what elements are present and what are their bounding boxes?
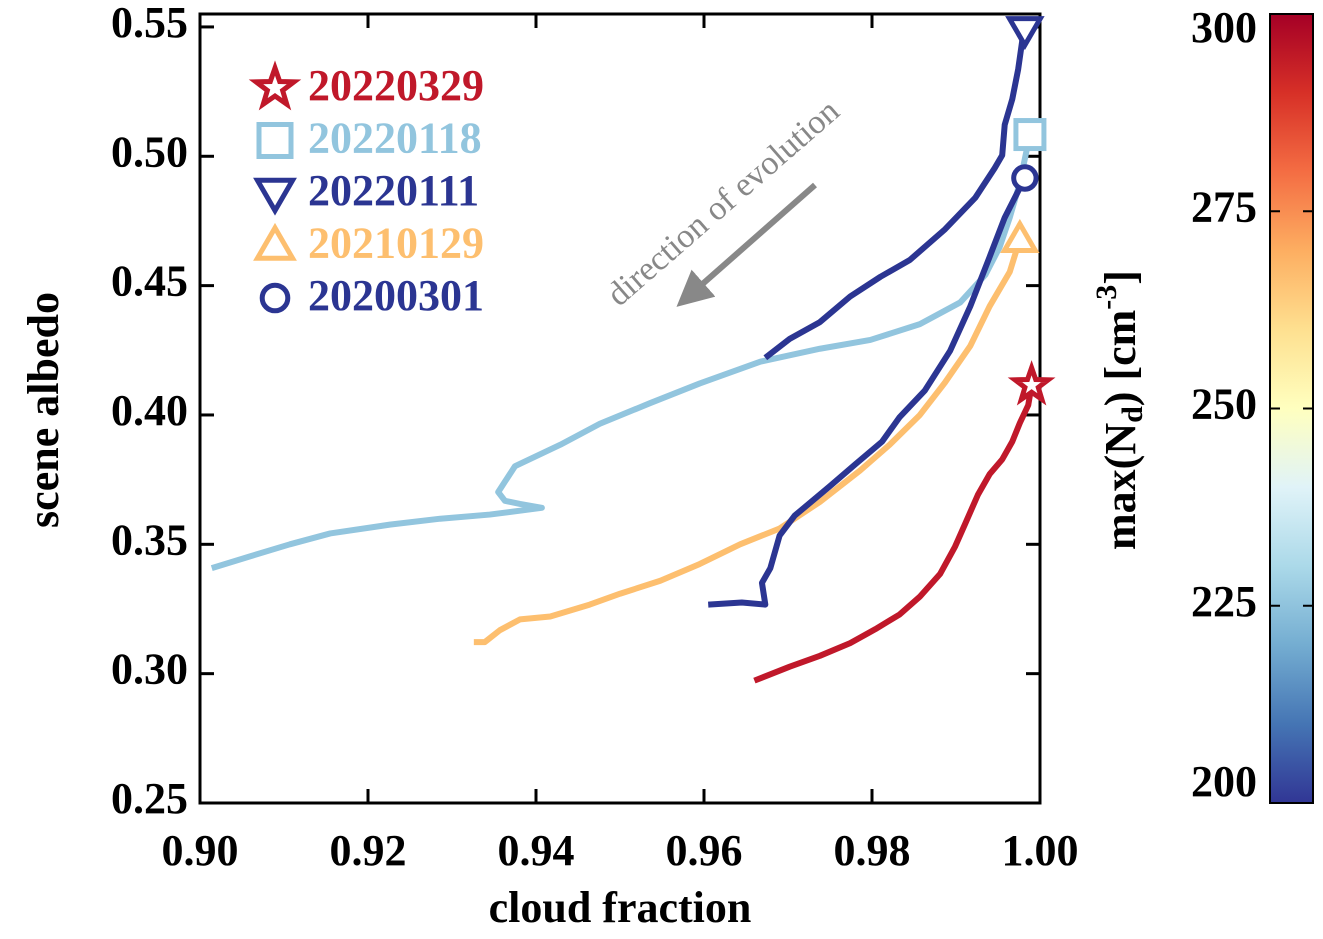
- colorbar-tick-label: 300: [1191, 3, 1257, 52]
- legend-label: 20220111: [308, 166, 479, 215]
- colorbar-tick-label: 250: [1191, 380, 1257, 429]
- legend-marker: [253, 177, 297, 216]
- legend-marker: [259, 282, 291, 314]
- y-tick-label: 0.40: [111, 386, 188, 435]
- y-tick-label: 0.55: [111, 0, 188, 47]
- plot-frame: [198, 12, 1042, 805]
- x-tick-label: 0.90: [162, 826, 239, 875]
- marker: [1005, 16, 1045, 51]
- series-line: [763, 29, 1028, 361]
- colorbar-tick-label: 225: [1191, 577, 1257, 626]
- x-axis-label: cloud fraction: [489, 883, 752, 932]
- marker: [1011, 164, 1039, 192]
- legend-marker: [256, 122, 294, 159]
- legend-entry: 20220329: [248, 60, 484, 111]
- legend-label: 20220118: [308, 114, 482, 163]
- x-tick-label: 0.92: [330, 826, 407, 875]
- series-line: [708, 176, 1028, 608]
- y-tick-label: 0.50: [111, 127, 188, 176]
- legend-entry: 20220118: [256, 114, 482, 163]
- legend-label: 20200301: [308, 271, 484, 320]
- marker: [1013, 118, 1047, 152]
- y-tick-label: 0.35: [111, 515, 188, 564]
- y-tick-label: 0.45: [111, 257, 188, 306]
- x-tick-label: 1.00: [1002, 826, 1079, 875]
- y-tick-label: 0.30: [111, 645, 188, 694]
- series-line: [473, 238, 1023, 646]
- legend-marker: [253, 222, 297, 261]
- colorbar-tick-label: 200: [1191, 757, 1257, 806]
- legend-entry: 20220111: [253, 166, 479, 216]
- colorbar-label: max(Nd) [cm-3]: [1090, 270, 1149, 550]
- annotation-arrow: [676, 182, 817, 307]
- y-axis-label: scene albedo: [19, 292, 68, 528]
- y-tick-label: 0.25: [111, 774, 188, 823]
- legend-entry: 20210129: [253, 219, 484, 268]
- legend-marker: [248, 60, 302, 111]
- marker: [1000, 218, 1040, 254]
- legend-label: 20210129: [308, 219, 484, 268]
- marker: [1007, 360, 1056, 406]
- x-tick-label: 0.98: [834, 826, 911, 875]
- annotation: direction of evolution: [600, 92, 847, 313]
- legend-entry: 20200301: [259, 271, 484, 320]
- x-tick-label: 0.94: [498, 826, 575, 875]
- x-tick-label: 0.96: [666, 826, 743, 875]
- series-line: [753, 384, 1035, 684]
- colorbar-tick-label: 275: [1191, 182, 1257, 231]
- legend-label: 20220329: [308, 61, 484, 110]
